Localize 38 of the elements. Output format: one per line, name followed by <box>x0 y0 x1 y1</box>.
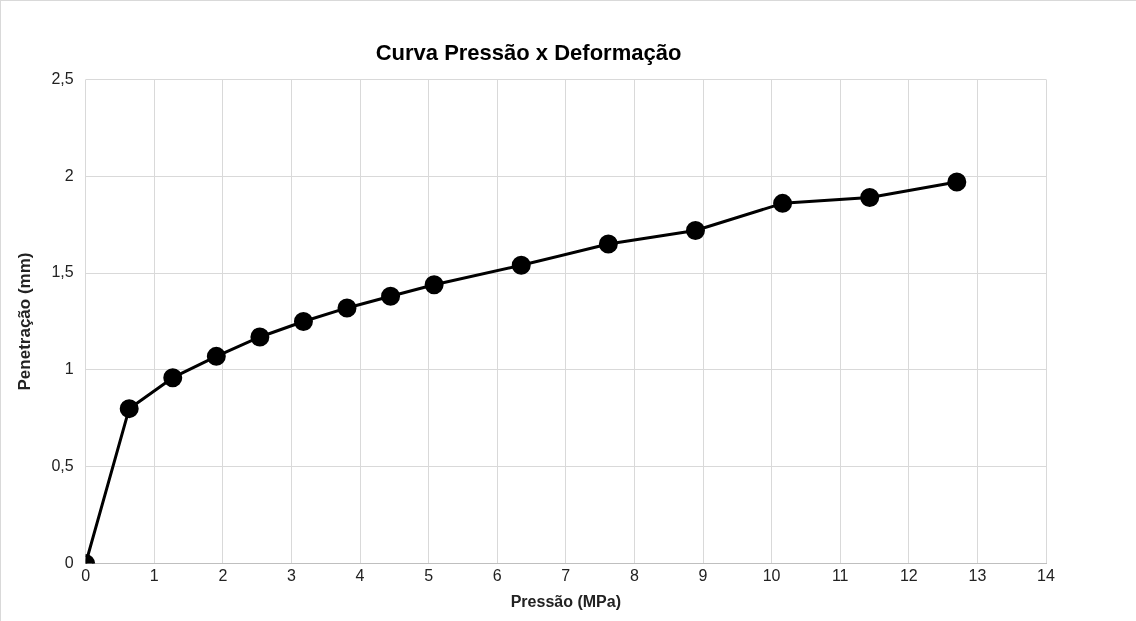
x-tick-label: 13 <box>968 566 987 584</box>
point <box>206 346 226 366</box>
point <box>685 220 705 240</box>
x-tick-label: 14 <box>1037 566 1055 584</box>
point <box>119 399 139 419</box>
y-tick-label: 2,5 <box>51 69 74 87</box>
chart-title: Curva Pressão x Deformação <box>375 40 682 66</box>
x-tick-label: 0 <box>81 566 91 584</box>
x-tick-label: 1 <box>149 566 159 584</box>
point <box>250 327 270 347</box>
y-axis-title: Penetração (mm) <box>14 252 34 391</box>
point <box>860 188 880 208</box>
x-tick-label: 11 <box>831 566 849 584</box>
point <box>337 298 357 318</box>
x-tick-label: 6 <box>492 566 502 584</box>
x-tick-label: 5 <box>424 566 434 584</box>
point <box>424 275 444 295</box>
point <box>773 193 793 213</box>
y-tick-label: 2 <box>64 166 74 184</box>
x-tick-label: 2 <box>218 566 228 584</box>
x-axis-title: Pressão (MPa) <box>510 592 621 610</box>
point <box>598 234 618 254</box>
x-tick-label: 4 <box>355 566 365 584</box>
x-tick-label: 9 <box>698 566 708 584</box>
y-tick-label: 1,5 <box>51 263 74 281</box>
x-tick-label: 8 <box>629 566 639 584</box>
x-tick-label: 12 <box>899 566 918 584</box>
point <box>947 172 967 192</box>
x-tick-label: 7 <box>561 566 571 584</box>
y-tick-label: 1 <box>64 360 74 378</box>
point <box>163 368 183 388</box>
point <box>511 255 531 275</box>
point <box>293 312 313 331</box>
x-tick-label: 3 <box>286 566 296 584</box>
x-tick-label: 10 <box>762 566 781 584</box>
y-tick-label: 0 <box>64 554 74 572</box>
point <box>381 286 401 306</box>
y-tick-label: 0,5 <box>51 457 74 475</box>
